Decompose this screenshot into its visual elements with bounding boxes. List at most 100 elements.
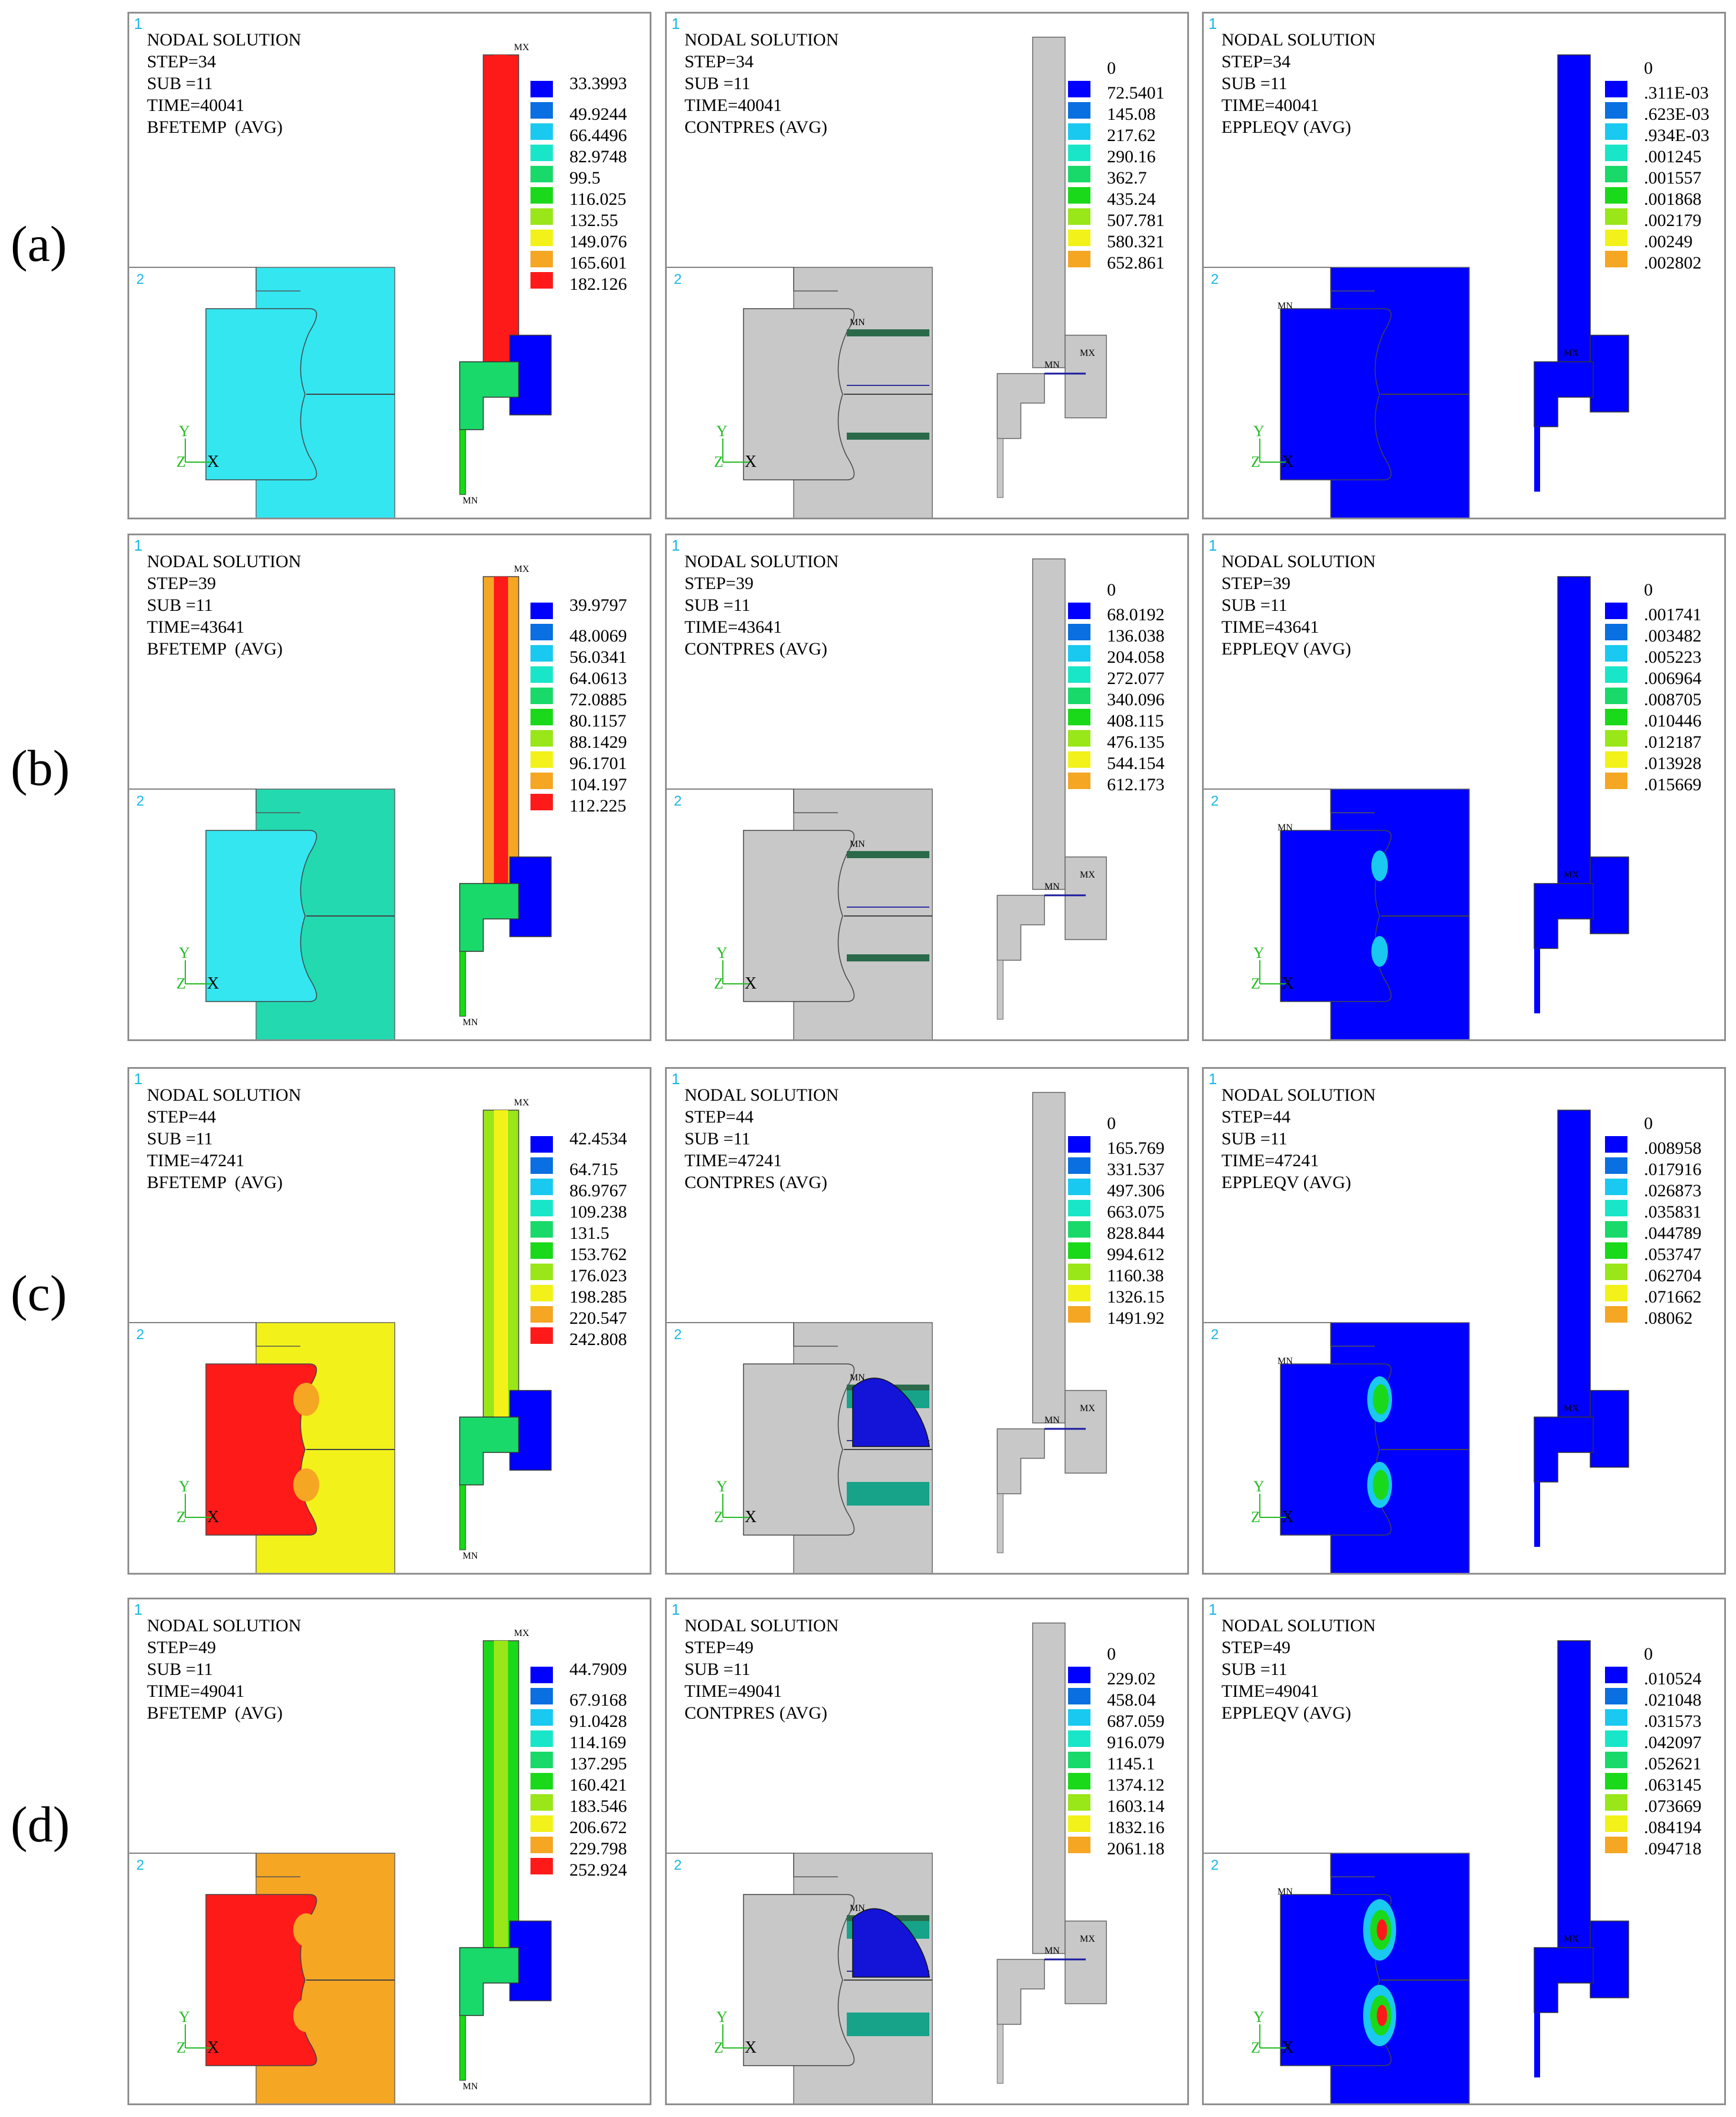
legend-item: 131.5	[530, 1218, 648, 1243]
strain-core-0	[1373, 1384, 1389, 1415]
stem-foot	[997, 373, 1045, 439]
strain-peak-0	[1377, 1919, 1387, 1941]
legend-value: 137.295	[569, 1754, 627, 1774]
max-marker: MX	[514, 42, 529, 53]
legend-item: 136.038	[1068, 620, 1186, 646]
legend-swatch	[530, 666, 553, 683]
legend-item: 1603.14	[1068, 1791, 1186, 1816]
legend-item: 1145.1	[1068, 1748, 1186, 1774]
legend-swatch	[530, 1667, 553, 1683]
pressure-peak	[852, 1377, 930, 1447]
header-quantity: EPPLEQV (AVG)	[1221, 1173, 1351, 1192]
axis-x-label: X	[1282, 1508, 1293, 1526]
legend-value: .08062	[1644, 1308, 1693, 1328]
legend-item: 290.16	[1068, 141, 1186, 166]
legend-value: 916.079	[1107, 1733, 1165, 1752]
legend-swatch	[530, 730, 553, 747]
window-1-label: 1	[672, 15, 680, 32]
header-time: TIME=43641	[1221, 617, 1319, 637]
axis-z-label: Z	[176, 2039, 186, 2056]
legend-value: 64.0613	[569, 669, 627, 688]
legend-value: 652.861	[1107, 253, 1165, 273]
legend-swatch	[1605, 773, 1627, 789]
legend-swatch	[1068, 1179, 1090, 1195]
header-quantity: EPPLEQV (AVG)	[1221, 639, 1351, 659]
axis-x-label: X	[745, 453, 756, 471]
legend-item: 507.781	[1068, 205, 1186, 230]
legend-item: 994.612	[1068, 1239, 1186, 1264]
legend-swatch	[1068, 709, 1090, 725]
hot-spot-upper	[293, 1383, 319, 1416]
legend-item: .063145	[1605, 1769, 1723, 1795]
legend-item: 229.798	[530, 1833, 648, 1858]
axis-y-label: Y	[1253, 944, 1265, 961]
legend-value: 109.238	[569, 1202, 627, 1222]
legend-item: .035831	[1605, 1196, 1723, 1222]
header-time: TIME=43641	[684, 617, 782, 637]
legend-value: .062704	[1644, 1266, 1702, 1285]
legend-zero: 0	[1644, 58, 1653, 78]
legend-item: 331.537	[1068, 1154, 1186, 1179]
legend-value: 68.0192	[1107, 605, 1165, 624]
legend-value: 220.547	[569, 1308, 627, 1328]
solution-header: NODAL SOLUTION STEP=34 SUB =11 TIME=40041 EP…	[1221, 29, 1375, 138]
legend-value: .001741	[1644, 605, 1702, 624]
header-title: NODAL SOLUTION	[147, 552, 302, 571]
legend-swatch	[1068, 730, 1090, 747]
contact-zone-lower	[847, 2013, 929, 2036]
legend-swatch	[1068, 666, 1090, 683]
hot-spot-lower	[293, 1999, 319, 2032]
legend-value: .071662	[1644, 1287, 1702, 1307]
axis-z-label: Z	[1251, 453, 1260, 470]
legend-value: .015669	[1644, 775, 1702, 794]
axis-x-label: X	[1282, 974, 1293, 993]
header-time: TIME=40041	[684, 96, 782, 115]
header-quantity: EPPLEQV (AVG)	[1221, 117, 1351, 137]
legend-swatch	[1068, 1794, 1090, 1811]
header-quantity: CONTPRES (AVG)	[684, 639, 827, 659]
header-quantity: BFETEMP (AVG)	[147, 117, 283, 137]
header-quantity: BFETEMP (AVG)	[147, 639, 283, 659]
min-marker-body: MN	[850, 318, 865, 328]
max-marker: MX	[1564, 1934, 1579, 1944]
header-time: TIME=49041	[147, 1681, 245, 1701]
legend-item: .071662	[1605, 1281, 1723, 1307]
legend-zero: 0	[1644, 1644, 1653, 1664]
contour-plot: 2 YZ X MN MX	[1204, 576, 1629, 1039]
legend-swatch	[530, 1858, 553, 1874]
legend-swatch	[1605, 1837, 1627, 1853]
stem-foot	[459, 1947, 519, 2016]
legend-swatch	[530, 751, 553, 768]
axis-z-label: Z	[714, 2039, 723, 2056]
legend-value: 80.1157	[569, 711, 627, 731]
frame-outline	[667, 1853, 838, 1877]
stem-block	[1064, 1390, 1107, 1474]
hot-spot-lower	[293, 1468, 319, 1501]
strain-zone-0	[1371, 850, 1388, 881]
legend-swatch	[1068, 1730, 1090, 1747]
legend-item: .012187	[1605, 727, 1723, 752]
legend-swatch	[530, 166, 553, 182]
hot-spot-upper	[293, 1913, 319, 1946]
legend-item: 112.225	[530, 790, 648, 816]
legend-swatch	[530, 709, 553, 725]
header-sub: SUB =11	[684, 1660, 751, 1679]
frame-outline	[129, 1322, 300, 1347]
legend-value: .063145	[1644, 1775, 1702, 1795]
stem-foot	[997, 1428, 1045, 1494]
legend-swatch	[530, 794, 553, 810]
axis-y-label: Y	[716, 944, 728, 961]
stem	[1557, 1110, 1591, 1418]
legend-swatch	[1605, 1794, 1627, 1811]
legend-swatch	[1068, 251, 1090, 267]
legend-value: .934E-03	[1644, 126, 1709, 145]
stem-foot	[1534, 1416, 1594, 1483]
stem-tail	[997, 438, 1004, 498]
solution-header: NODAL SOLUTION STEP=39 SUB =11 TIME=43641 EP…	[1221, 551, 1375, 660]
legend-value: 408.115	[1107, 711, 1164, 731]
legend-item: 663.075	[1068, 1196, 1186, 1222]
legend-zero: 0	[1107, 1114, 1116, 1133]
legend-value: 242.808	[569, 1330, 627, 1349]
legend-swatch	[1605, 1667, 1627, 1683]
legend-swatch	[530, 1306, 553, 1323]
